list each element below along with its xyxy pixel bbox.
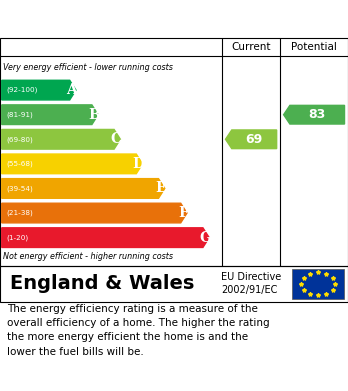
Text: EU Directive
2002/91/EC: EU Directive 2002/91/EC bbox=[221, 272, 281, 296]
Polygon shape bbox=[2, 105, 98, 124]
FancyBboxPatch shape bbox=[292, 269, 344, 299]
Text: Potential: Potential bbox=[291, 42, 337, 52]
Polygon shape bbox=[2, 80, 76, 100]
Polygon shape bbox=[226, 130, 277, 149]
Text: (21-38): (21-38) bbox=[6, 210, 33, 216]
Polygon shape bbox=[2, 154, 143, 174]
Polygon shape bbox=[2, 203, 187, 223]
Text: E: E bbox=[156, 181, 166, 196]
Polygon shape bbox=[2, 228, 209, 248]
Text: (39-54): (39-54) bbox=[6, 185, 33, 192]
Polygon shape bbox=[284, 105, 345, 124]
Text: England & Wales: England & Wales bbox=[10, 274, 195, 293]
Text: G: G bbox=[199, 231, 211, 245]
Text: C: C bbox=[111, 132, 122, 146]
Text: The energy efficiency rating is a measure of the
overall efficiency of a home. T: The energy efficiency rating is a measur… bbox=[7, 304, 270, 357]
Text: 69: 69 bbox=[246, 133, 263, 146]
Text: (92-100): (92-100) bbox=[6, 87, 37, 93]
Text: Not energy efficient - higher running costs: Not energy efficient - higher running co… bbox=[3, 252, 174, 261]
Text: (81-91): (81-91) bbox=[6, 111, 33, 118]
Polygon shape bbox=[2, 129, 120, 149]
Text: (69-80): (69-80) bbox=[6, 136, 33, 143]
Text: F: F bbox=[178, 206, 188, 220]
Text: Very energy efficient - lower running costs: Very energy efficient - lower running co… bbox=[3, 63, 173, 72]
Text: Current: Current bbox=[231, 42, 271, 52]
Text: B: B bbox=[88, 108, 100, 122]
Text: D: D bbox=[133, 157, 144, 171]
Text: (55-68): (55-68) bbox=[6, 161, 33, 167]
Text: 83: 83 bbox=[309, 108, 326, 121]
Text: (1-20): (1-20) bbox=[6, 234, 28, 241]
Text: Energy Efficiency Rating: Energy Efficiency Rating bbox=[10, 11, 220, 27]
Polygon shape bbox=[2, 179, 165, 198]
Text: A: A bbox=[66, 83, 77, 97]
